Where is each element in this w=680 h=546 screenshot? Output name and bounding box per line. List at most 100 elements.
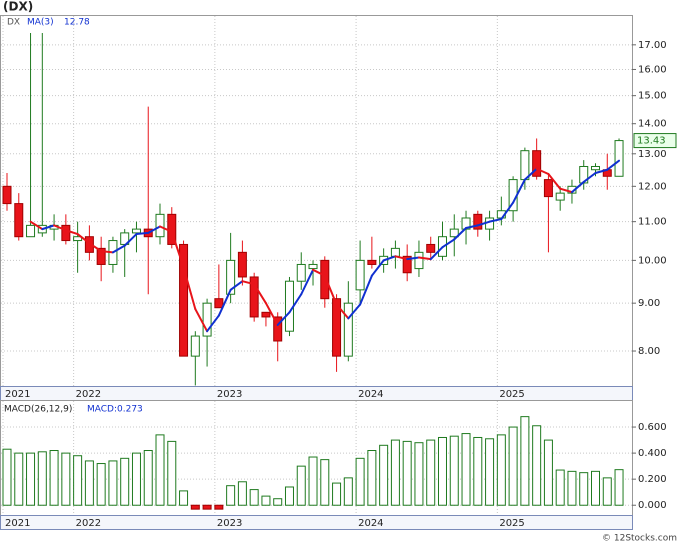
macd-bar (73, 455, 83, 506)
macd-bar (437, 436, 447, 506)
macd-bar (61, 452, 71, 506)
y-tick-label: 0.400 (638, 448, 667, 459)
ma-line (323, 274, 338, 306)
candle-body (308, 263, 318, 270)
macd-bar (143, 450, 153, 506)
ma-line (100, 250, 114, 254)
y-tick-label: 17.00 (638, 40, 667, 51)
macd-bar (226, 485, 236, 506)
ma-line (241, 280, 256, 286)
ma-line (88, 242, 103, 253)
y-tick-label: 13.00 (638, 149, 667, 160)
macd-bar (120, 457, 130, 506)
candle-body (520, 150, 530, 181)
macd-bar (308, 456, 318, 506)
candle-body (355, 259, 365, 291)
legend-ma-value: 12.78 (64, 18, 90, 28)
macd-bar (190, 504, 200, 510)
macd-bar (249, 489, 259, 506)
candle-body (614, 140, 624, 177)
candle-body (402, 255, 412, 274)
candle-body (426, 243, 436, 253)
macd-bar (214, 504, 224, 510)
ma-line (135, 231, 150, 236)
ma-line (417, 256, 432, 261)
y-tick-label: 14.00 (638, 119, 667, 130)
y-tick-label: 15.00 (638, 91, 667, 102)
year-strip (0, 515, 633, 530)
macd-bar (131, 452, 141, 506)
ma-line (147, 225, 162, 234)
price-tag (633, 133, 677, 149)
ma-line (217, 288, 232, 317)
macd-bar (591, 470, 600, 506)
candle-body (343, 302, 353, 357)
ma-line (335, 303, 350, 320)
x-tick-label: 2021 (5, 389, 30, 400)
legend-symbol: DX (7, 18, 20, 28)
candle-body (237, 251, 247, 278)
candle-body (179, 243, 189, 357)
x-tick-label: 2024 (358, 518, 383, 529)
candle-body (202, 302, 212, 337)
ma-line (264, 302, 279, 326)
macd-bar (473, 436, 483, 506)
x-tick-label: 2022 (76, 518, 101, 529)
x-tick-label: 2025 (499, 518, 524, 529)
candle-body (73, 236, 83, 242)
macd-bar (167, 440, 177, 506)
ma-line (229, 280, 244, 291)
candle-body (296, 263, 306, 282)
ma-line (253, 283, 267, 305)
x-tick-label: 2025 (499, 389, 524, 400)
macd-bar (614, 469, 624, 506)
candle-body (332, 298, 342, 357)
macd-bar (96, 463, 106, 506)
y-tick-label: 12.00 (638, 181, 667, 192)
x-tick-label: 2023 (217, 518, 242, 529)
macd-bar (485, 438, 495, 506)
candle-body (367, 259, 377, 265)
ma-line (382, 255, 397, 262)
ma-line (559, 187, 573, 194)
ma-line (347, 303, 362, 320)
macd-bar (284, 486, 294, 506)
ma-line (312, 268, 326, 277)
y-tick-label: 16.00 (638, 64, 667, 75)
ma-line (300, 268, 315, 296)
candle-body (226, 259, 236, 295)
candle-body (473, 213, 483, 230)
macd-bar (14, 452, 24, 506)
ma-line (359, 274, 373, 306)
ma-line (406, 256, 420, 261)
ma-line (41, 224, 56, 231)
macd-bar (179, 490, 189, 506)
ma-line (523, 167, 538, 181)
ma-line (288, 293, 303, 314)
candle-body (261, 311, 271, 318)
legend-ma: MA(3) (27, 18, 54, 28)
candle-body (214, 298, 224, 309)
y-tick-label: 10.00 (638, 255, 667, 266)
ma-line (488, 218, 503, 223)
x-tick-label: 2022 (76, 389, 101, 400)
ma-line (512, 178, 526, 204)
candle-body (555, 192, 565, 201)
ma-line (441, 238, 456, 249)
macd-bar (379, 444, 389, 506)
ma-line (535, 167, 550, 175)
macd-bar (108, 460, 118, 506)
ma-line (276, 311, 291, 326)
ma-line (64, 229, 79, 236)
macd-bar (602, 477, 612, 506)
macd-bar (237, 481, 247, 506)
candle-body (320, 259, 330, 300)
y-tick-label: 0.200 (638, 474, 667, 485)
macd-bar (296, 465, 306, 506)
candle-body (2, 185, 12, 205)
ma-line (394, 255, 409, 261)
macd-legend: MACD(26,12,9) (4, 405, 72, 415)
candle-body (190, 335, 200, 357)
macd-bar (414, 442, 424, 506)
